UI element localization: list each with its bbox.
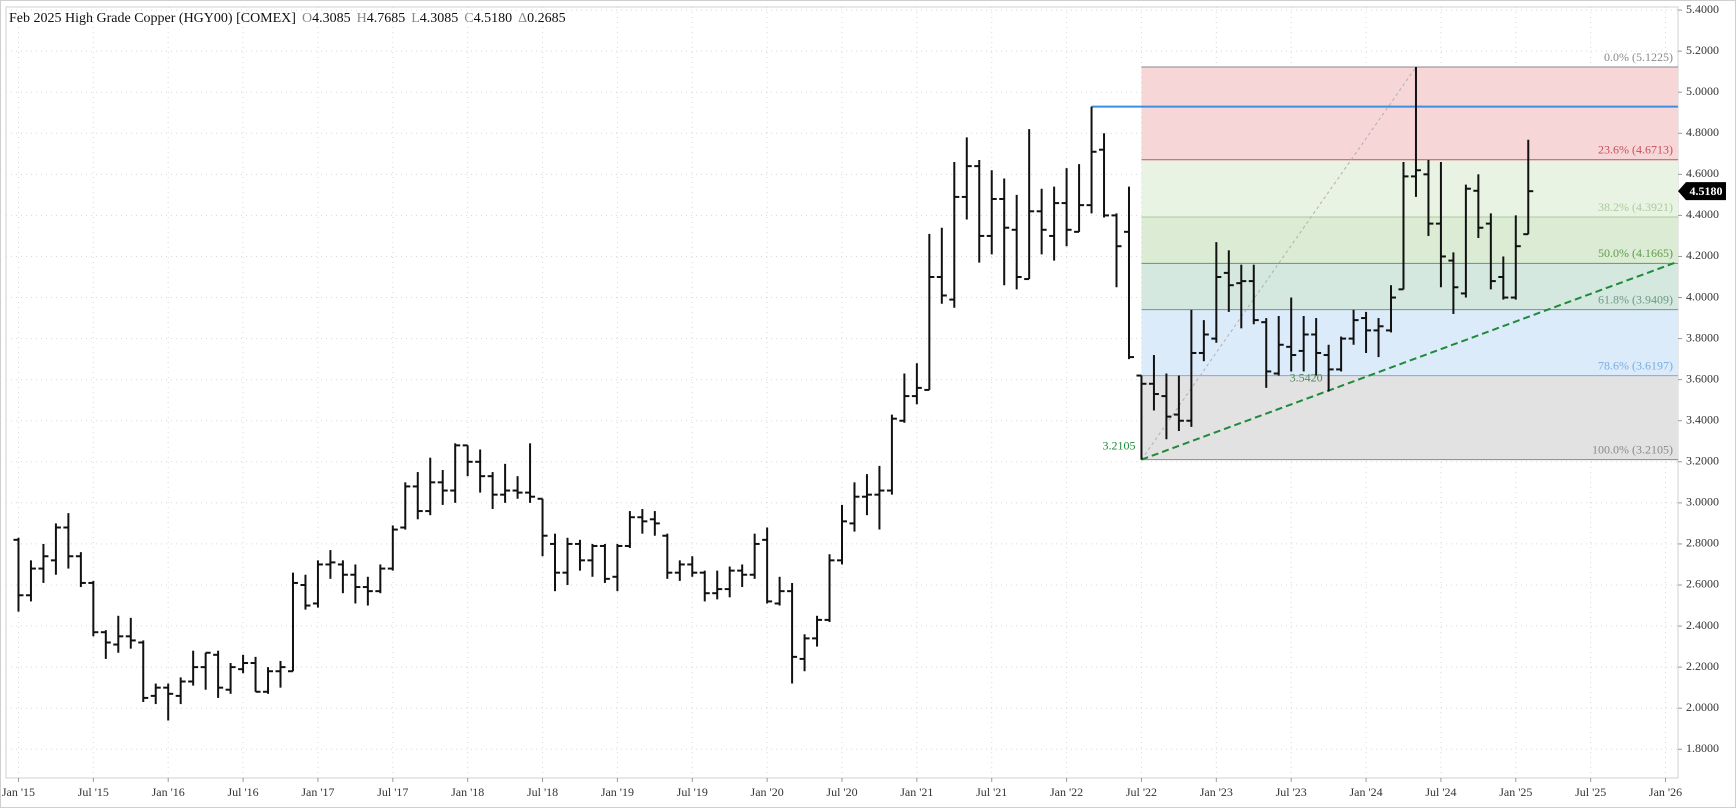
stat-value: 4.5180 (473, 11, 513, 26)
x-tick-label: Jul '16 (227, 785, 258, 799)
y-tick-label: 5.2000 (1686, 43, 1719, 57)
fib-zone (1141, 67, 1678, 160)
fib-zone (1141, 309, 1678, 376)
trend-line (1141, 260, 1679, 461)
x-tick-label: Jul '20 (826, 785, 857, 799)
y-tick-label: 4.6000 (1686, 166, 1719, 180)
y-tick-label: 5.4000 (1686, 2, 1719, 16)
fib-label: 78.6% (3.6197) (1598, 358, 1673, 372)
fib-zone (1141, 217, 1678, 264)
y-tick-label: 2.2000 (1686, 659, 1719, 673)
x-tick-label: Jan '24 (1349, 785, 1382, 799)
fib-zone (1141, 159, 1678, 218)
y-tick-label: 2.0000 (1686, 700, 1719, 714)
chart-title: Feb 2025 High Grade Copper (HGY00) [COME… (9, 11, 296, 26)
x-tick-label: Jan '22 (1050, 785, 1083, 799)
stat-key: O (301, 11, 313, 26)
x-tick-label: Jan '23 (1200, 785, 1233, 799)
x-tick-label: Jul '21 (976, 785, 1007, 799)
stat-key: Δ (518, 11, 528, 26)
fib-diagonal (1141, 66, 1417, 460)
fib-label: 0.0% (5.1225) (1604, 50, 1673, 64)
x-tick-label: Jan '18 (451, 785, 484, 799)
fib-label: 23.6% (4.6713) (1598, 142, 1673, 156)
y-tick-label: 5.0000 (1686, 84, 1719, 98)
x-tick-label: Jan '16 (152, 785, 185, 799)
x-tick-label: Jan '20 (751, 785, 784, 799)
y-tick-label: 3.2000 (1686, 454, 1719, 468)
fib-label: 50.0% (4.1665) (1598, 246, 1673, 260)
fib-label: 61.8% (3.9409) (1598, 292, 1673, 306)
x-tick-label: Jan '25 (1499, 785, 1532, 799)
last-price-label: 4.5180 (1690, 184, 1723, 198)
y-tick-label: 4.0000 (1686, 289, 1719, 303)
y-tick-label: 3.6000 (1686, 371, 1719, 385)
fib-zone (1141, 263, 1678, 310)
x-tick-label: Jan '26 (1649, 785, 1682, 799)
x-tick-label: Jul '19 (677, 785, 708, 799)
y-tick-label: 4.4000 (1686, 207, 1719, 221)
x-tick-label: Jul '17 (377, 785, 408, 799)
y-tick-label: 3.0000 (1686, 495, 1719, 509)
x-tick-label: Jul '25 (1575, 785, 1606, 799)
stat-key: L (411, 11, 420, 26)
stat-value: 4.3085 (419, 11, 459, 26)
stat-value: 4.3085 (312, 11, 351, 26)
annotation: 3.5420 (1290, 370, 1323, 384)
y-tick-label: 2.8000 (1686, 536, 1719, 550)
x-tick-label: Jan '19 (601, 785, 634, 799)
y-tick-label: 4.2000 (1686, 248, 1719, 262)
annotation: 3.2105 (1102, 438, 1135, 452)
last-price-tag (1678, 182, 1726, 201)
stat-value: 4.7685 (366, 11, 406, 26)
x-tick-label: Jul '24 (1425, 785, 1456, 799)
x-tick-label: Jan '21 (900, 785, 933, 799)
x-tick-label: Jul '22 (1126, 785, 1157, 799)
stat-key: C (464, 11, 474, 26)
x-tick-label: Jan '17 (301, 785, 334, 799)
fib-zone (1141, 375, 1678, 460)
header: Feb 2025 High Grade Copper (HGY00) [COME… (9, 11, 566, 27)
y-tick-label: 3.4000 (1686, 412, 1719, 426)
stat-key: H (356, 11, 367, 26)
stats: O4.3085 H4.7685 L4.3085 C4.5180 Δ0.2685 (296, 11, 566, 26)
y-tick-label: 4.8000 (1686, 125, 1719, 139)
stat-value: 0.2685 (527, 11, 566, 26)
y-tick-label: 2.4000 (1686, 618, 1719, 632)
x-tick-label: Jul '23 (1276, 785, 1307, 799)
y-tick-label: 1.8000 (1686, 741, 1719, 755)
x-tick-label: Jul '18 (527, 785, 558, 799)
fib-label: 100.0% (3.2105) (1592, 442, 1673, 456)
y-tick-label: 2.6000 (1686, 577, 1719, 591)
x-tick-label: Jul '15 (78, 785, 109, 799)
y-tick-label: 3.8000 (1686, 330, 1719, 344)
x-tick-label: Jan '15 (2, 785, 35, 799)
fib-label: 38.2% (4.3921) (1598, 200, 1673, 214)
